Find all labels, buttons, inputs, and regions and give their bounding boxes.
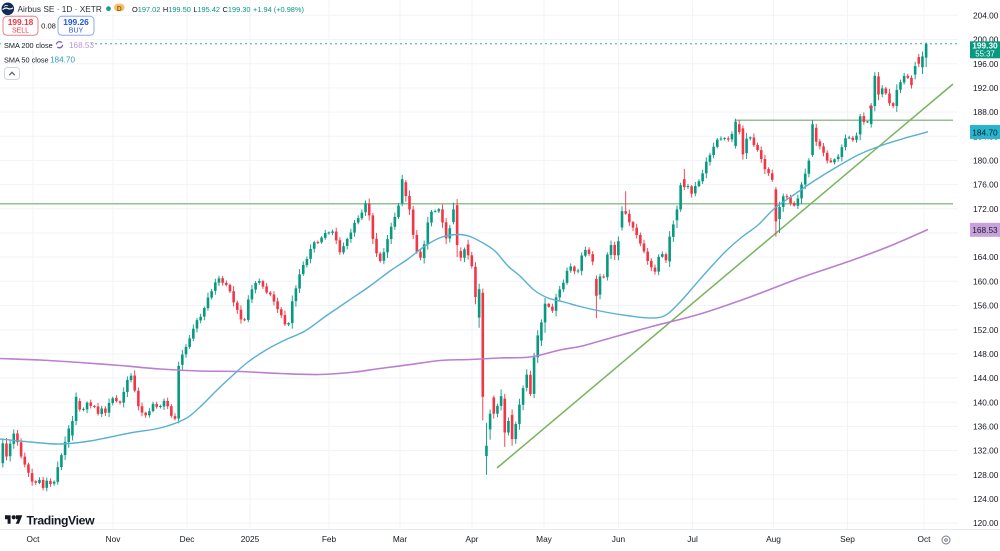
svg-text:Oct: Oct: [27, 534, 41, 544]
svg-text:168.53: 168.53: [972, 225, 998, 235]
svg-text:172.00: 172.00: [973, 204, 999, 214]
svg-text:196.00: 196.00: [973, 59, 999, 69]
svg-text:D: D: [117, 6, 122, 13]
svg-text:Oct: Oct: [918, 534, 932, 544]
svg-text:148.00: 148.00: [973, 349, 999, 359]
svg-text:0.08: 0.08: [41, 22, 56, 31]
svg-text:Airbus SE · 1D · XETR: Airbus SE · 1D · XETR: [18, 4, 102, 14]
svg-text:199.18: 199.18: [8, 17, 34, 27]
svg-text:188.00: 188.00: [973, 107, 999, 117]
svg-text:200.00: 200.00: [973, 35, 999, 45]
svg-text:Feb: Feb: [322, 534, 337, 544]
svg-text:204.00: 204.00: [973, 10, 999, 20]
svg-text:199.26: 199.26: [63, 17, 89, 27]
svg-text:144.00: 144.00: [973, 373, 999, 383]
svg-text:140.00: 140.00: [973, 397, 999, 407]
svg-text:May: May: [536, 534, 553, 544]
svg-text:SELL: SELL: [12, 28, 29, 35]
svg-text:Nov: Nov: [106, 534, 122, 544]
svg-text:Aug: Aug: [766, 534, 781, 544]
svg-text:120.00: 120.00: [973, 518, 999, 528]
svg-text:160.00: 160.00: [973, 276, 999, 286]
svg-text:BUY: BUY: [69, 28, 84, 35]
svg-text:Sep: Sep: [840, 534, 855, 544]
svg-text:Dec: Dec: [180, 534, 195, 544]
svg-text:176.00: 176.00: [973, 180, 999, 190]
svg-text:184.70: 184.70: [972, 127, 998, 137]
svg-text:184.70: 184.70: [50, 55, 75, 64]
svg-text:128.00: 128.00: [973, 470, 999, 480]
svg-text:Jun: Jun: [612, 534, 626, 544]
svg-text:136.00: 136.00: [973, 422, 999, 432]
svg-text:164.00: 164.00: [973, 252, 999, 262]
svg-text:124.00: 124.00: [973, 494, 999, 504]
svg-text:SMA 50 close: SMA 50 close: [4, 55, 49, 64]
svg-text:SMA 200 close: SMA 200 close: [4, 41, 53, 50]
svg-text:Jul: Jul: [687, 534, 698, 544]
svg-text:132.00: 132.00: [973, 446, 999, 456]
svg-text:199.30: 199.30: [972, 41, 998, 51]
svg-text:156.00: 156.00: [973, 301, 999, 311]
svg-text:152.00: 152.00: [973, 325, 999, 335]
svg-text:192.00: 192.00: [973, 83, 999, 93]
svg-text:Apr: Apr: [466, 534, 479, 544]
svg-text:2025: 2025: [241, 534, 260, 544]
svg-text:TradingView: TradingView: [27, 513, 96, 527]
svg-text:180.00: 180.00: [973, 156, 999, 166]
svg-text:55:37: 55:37: [975, 50, 995, 59]
svg-text:168.53: 168.53: [69, 41, 94, 50]
svg-text:Mar: Mar: [393, 534, 408, 544]
